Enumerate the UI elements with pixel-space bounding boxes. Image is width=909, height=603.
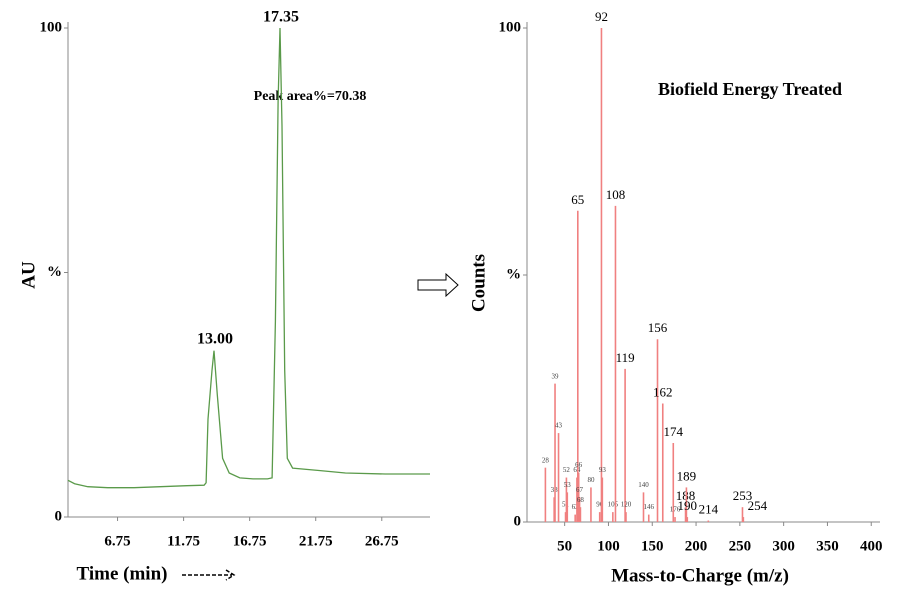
peak-label: 162 bbox=[653, 384, 673, 399]
peak-label: 93 bbox=[599, 466, 607, 474]
peak-label: 140 bbox=[638, 481, 649, 489]
chart-title: Biofield Energy Treated bbox=[658, 79, 842, 99]
peak-label: 80 bbox=[587, 476, 595, 484]
peak-label: 254 bbox=[748, 498, 768, 513]
peak-label: 67 bbox=[576, 486, 584, 494]
peak-label: 190 bbox=[678, 498, 698, 513]
peak-label: 92 bbox=[595, 9, 608, 24]
peak-label: 28 bbox=[542, 456, 550, 464]
peak-label: 174 bbox=[664, 424, 684, 439]
x-tick-label: 350 bbox=[816, 538, 839, 554]
x-tick-label: 50 bbox=[557, 538, 572, 554]
x-tick-label: 200 bbox=[685, 538, 708, 554]
peak-label: 43 bbox=[555, 422, 563, 430]
x-tick-label: 21.75 bbox=[299, 533, 333, 549]
peak-label: 146 bbox=[644, 503, 655, 511]
peak-label: 105 bbox=[608, 501, 619, 509]
y-tick-label: 0 bbox=[55, 508, 63, 524]
arrow bbox=[417, 272, 459, 298]
peak-label: 119 bbox=[616, 350, 635, 365]
y-tick-label: 100 bbox=[40, 19, 63, 35]
y-tick-label: % bbox=[47, 264, 62, 280]
x-tick-label: 250 bbox=[729, 538, 752, 554]
peak-label: 39 bbox=[552, 372, 560, 380]
peak-label: 108 bbox=[606, 187, 626, 202]
x-tick-label: 6.75 bbox=[104, 533, 130, 549]
y-axis-title: Counts bbox=[468, 254, 489, 312]
x-tick-label: 400 bbox=[860, 538, 883, 554]
x-axis-title: Mass-to-Charge (m/z) bbox=[611, 565, 789, 586]
peak-label: 90 bbox=[596, 501, 604, 509]
x-tick-label: 11.75 bbox=[167, 533, 200, 549]
annotation: 17.35 bbox=[263, 9, 299, 26]
x-tick-label: 26.75 bbox=[365, 533, 399, 549]
line bbox=[67, 27, 430, 489]
x-tick-label: 100 bbox=[597, 538, 620, 554]
peak-label: 214 bbox=[699, 502, 719, 517]
peak-label: 120 bbox=[621, 501, 632, 509]
peak-label: 62 bbox=[572, 503, 580, 511]
peak-label: 188 bbox=[676, 488, 696, 503]
peak-label: 253 bbox=[733, 488, 753, 503]
arrow bbox=[182, 569, 236, 581]
peak-label: 156 bbox=[648, 320, 668, 335]
peak-label: 66 bbox=[575, 461, 583, 469]
peak-label: 68 bbox=[577, 496, 585, 504]
x-tick-label: 16.75 bbox=[233, 533, 267, 549]
y-tick-label: 100 bbox=[499, 19, 522, 35]
y-axis-title: AU bbox=[18, 261, 39, 289]
x-tick-label: 300 bbox=[772, 538, 795, 554]
peak-label: 52 bbox=[563, 466, 571, 474]
peak-label: 65 bbox=[571, 192, 584, 207]
peak-label: 53 bbox=[564, 481, 572, 489]
annotation: 13.00 bbox=[197, 331, 233, 348]
annotation: Peak area%=70.38 bbox=[254, 89, 367, 104]
y-tick-label: 0 bbox=[514, 513, 522, 529]
x-axis-title: Time (min) bbox=[77, 563, 168, 584]
peak-label: 189 bbox=[677, 468, 697, 483]
x-tick-label: 150 bbox=[641, 538, 664, 554]
y-tick-label: % bbox=[506, 266, 521, 282]
peak-label: 176 bbox=[670, 506, 681, 514]
